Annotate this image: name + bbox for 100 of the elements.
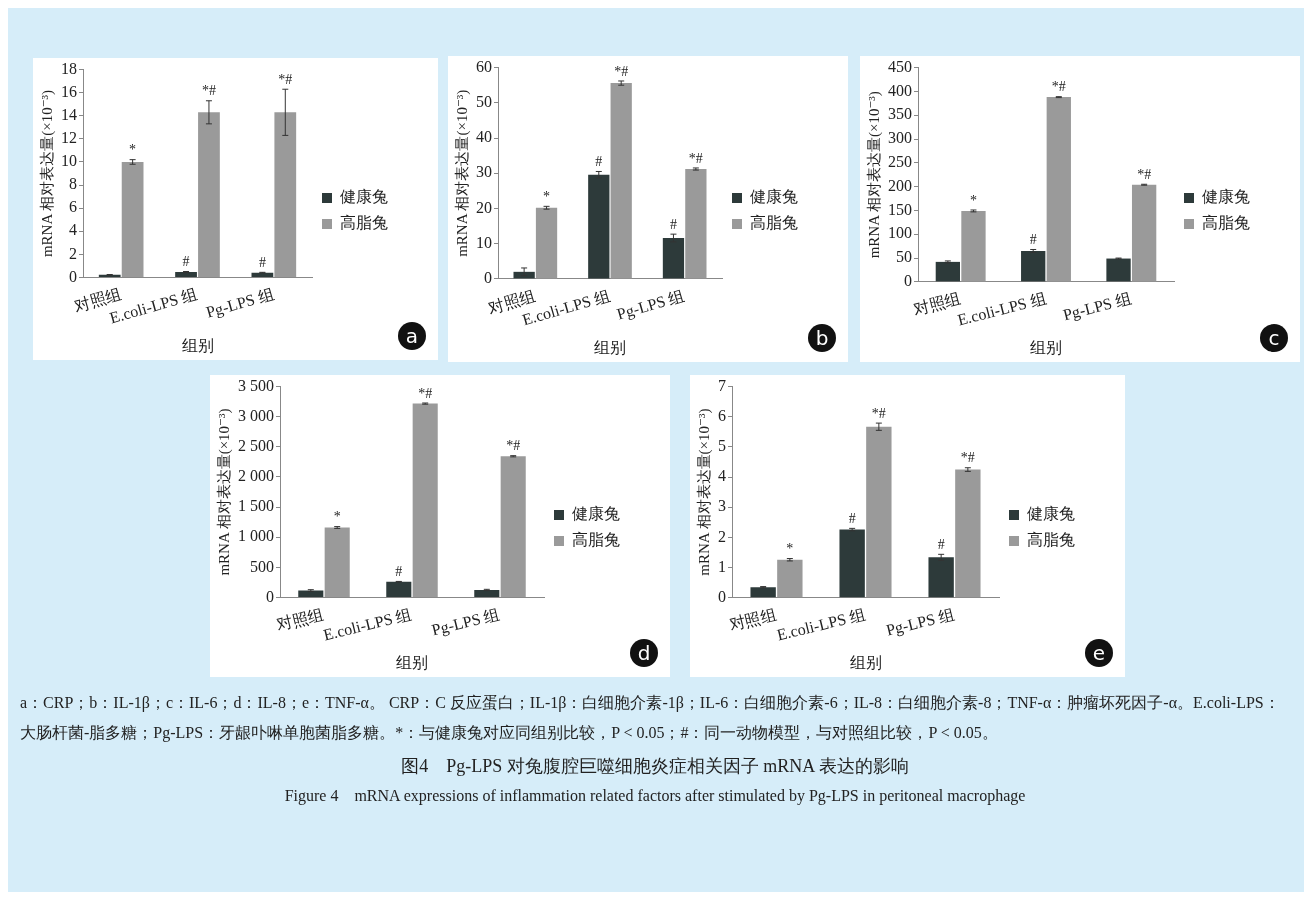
y-tick-label: 0 xyxy=(718,587,726,605)
y-tick-label: 60 xyxy=(476,57,492,75)
bar xyxy=(1106,258,1131,282)
bar xyxy=(750,587,776,598)
legend-label: 高脂兔 xyxy=(1202,214,1250,232)
data-label: # xyxy=(669,216,677,232)
y-tick-label: 100 xyxy=(888,224,912,242)
y-tick-label: 3 000 xyxy=(238,406,274,424)
y-tick-label: 3 500 xyxy=(238,376,274,394)
legend-label: 健康兔 xyxy=(572,505,620,523)
bar xyxy=(412,403,438,598)
x-tick-label: Pg-LPS 组 xyxy=(429,605,502,640)
bar xyxy=(662,238,685,279)
y-tick-label: 0 xyxy=(484,269,492,287)
legend-label: 健康兔 xyxy=(1027,505,1075,523)
data-label: *# xyxy=(688,150,703,166)
legend-label: 健康兔 xyxy=(1202,188,1250,206)
data-label: *# xyxy=(201,83,216,99)
data-label: * xyxy=(786,541,794,557)
y-axis-title: mRNA 相对表达量(×10⁻³) xyxy=(215,408,233,576)
y-tick-label: 500 xyxy=(250,557,274,575)
data-label: *# xyxy=(278,71,293,87)
bar xyxy=(198,112,220,277)
x-axis-title: 组别 xyxy=(849,653,882,671)
legend-label: 健康兔 xyxy=(750,188,798,206)
letter-badge: b xyxy=(808,324,836,352)
y-axis-title: mRNA 相对表达量(×10⁻³) xyxy=(453,89,471,257)
x-tick-label: Pg-LPS 组 xyxy=(614,286,687,324)
data-label: *# xyxy=(1051,79,1066,95)
data-label: * xyxy=(969,192,977,208)
data-label: * xyxy=(543,189,551,205)
data-label: *# xyxy=(418,385,433,401)
bar xyxy=(386,581,412,598)
y-tick-label: 250 xyxy=(888,153,912,171)
bar xyxy=(685,169,707,279)
bar xyxy=(1131,184,1157,282)
y-tick-label: 7 xyxy=(718,376,726,394)
bar xyxy=(1046,97,1071,282)
letter-badge: a xyxy=(398,322,426,350)
y-tick-label: 14 xyxy=(61,105,77,123)
y-tick-label: 4 xyxy=(69,221,77,239)
data-label: # xyxy=(395,564,403,580)
legend-label: 高脂兔 xyxy=(750,214,798,232)
letter-badge: e xyxy=(1085,639,1113,667)
bar xyxy=(474,589,500,598)
data-label: *# xyxy=(1137,166,1152,182)
bar xyxy=(588,174,610,279)
y-tick-label: 0 xyxy=(266,587,274,605)
x-axis-title: 组别 xyxy=(181,336,214,354)
bar xyxy=(777,559,803,598)
y-tick-label: 20 xyxy=(476,198,492,216)
x-axis-title: 组别 xyxy=(1030,338,1062,356)
y-tick-label: 5 xyxy=(718,437,726,455)
data-label: # xyxy=(848,511,856,527)
data-label: *# xyxy=(871,405,886,421)
y-tick-label: 0 xyxy=(904,272,912,290)
y-tick-label: 18 xyxy=(61,59,77,77)
y-tick-label: 0 xyxy=(69,267,77,285)
legend-label: 高脂兔 xyxy=(340,214,388,232)
legend-label: 高脂兔 xyxy=(572,531,620,549)
bar xyxy=(324,527,350,598)
data-label: # xyxy=(595,154,603,170)
bar xyxy=(121,161,144,277)
y-tick-label: 300 xyxy=(888,129,912,147)
bar xyxy=(610,83,632,279)
bar xyxy=(866,426,892,598)
x-tick-label: Pg-LPS 组 xyxy=(884,605,957,640)
legend-label: 健康兔 xyxy=(340,188,388,206)
y-tick-label: 2 500 xyxy=(238,437,274,455)
y-tick-label: 1 500 xyxy=(238,497,274,515)
y-tick-label: 350 xyxy=(888,105,912,123)
y-tick-label: 6 xyxy=(69,198,77,216)
x-tick-label: Pg-LPS 组 xyxy=(204,285,277,322)
data-label: * xyxy=(333,509,341,525)
y-tick-label: 4 xyxy=(718,467,726,485)
y-tick-label: 10 xyxy=(61,152,77,170)
x-axis-title: 组别 xyxy=(396,653,428,671)
y-tick-label: 8 xyxy=(69,175,77,193)
bar xyxy=(928,557,954,598)
bar xyxy=(274,112,297,277)
bar xyxy=(500,456,526,598)
bar xyxy=(839,529,865,598)
text: Figure 4 mRNA expressions of inflammation related factors after stimulated by Pg-LPS in peritoneal macrophage xyxy=(283,786,1027,807)
y-tick-label: 2 xyxy=(69,244,77,262)
y-tick-label: 30 xyxy=(476,163,492,181)
x-axis-title: 组别 xyxy=(594,338,626,356)
y-tick-label: 1 xyxy=(718,557,726,575)
bar xyxy=(175,272,197,277)
data-label: # xyxy=(937,536,945,552)
text: 图4 Pg-LPS 对兔腹腔巨噬细胞炎症相关因子 mRNA 表达的影响 xyxy=(400,755,910,778)
bar xyxy=(961,210,986,282)
y-axis-title: mRNA 相对表达量(×10⁻³) xyxy=(695,408,713,576)
y-tick-label: 150 xyxy=(888,200,912,218)
y-tick-label: 16 xyxy=(61,82,77,100)
y-tick-label: 3 xyxy=(718,497,726,515)
y-tick-label: 200 xyxy=(888,176,912,194)
bar xyxy=(935,261,961,282)
y-axis-title: mRNA 相对表达量(×10⁻³) xyxy=(38,89,56,258)
y-tick-label: 400 xyxy=(888,81,912,99)
data-label: # xyxy=(258,254,266,270)
